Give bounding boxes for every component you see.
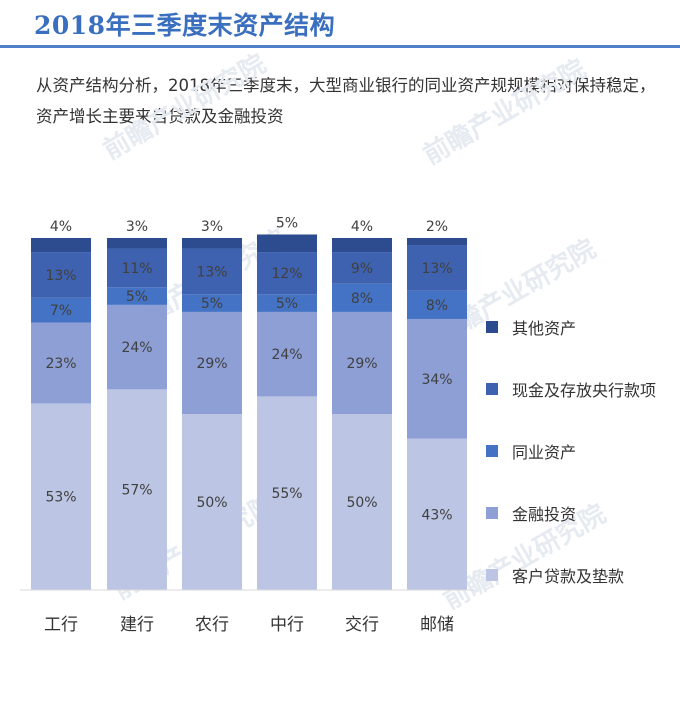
bar-segment — [182, 238, 242, 249]
bar-segment — [182, 414, 242, 590]
bar-segment — [107, 389, 167, 590]
legend-swatch — [486, 507, 498, 519]
legend-swatch — [486, 445, 498, 457]
legend-label: 客户贷款及垫款 — [512, 567, 625, 586]
bar-segment — [31, 252, 91, 298]
legend-label: 其他资产 — [512, 319, 577, 338]
data-label: 3% — [126, 219, 148, 235]
data-label: 50% — [346, 495, 377, 511]
data-label: 34% — [421, 372, 452, 388]
bar-segment — [332, 283, 392, 312]
bar-segment — [257, 234, 317, 253]
legend-item: 其他资产 — [486, 296, 656, 358]
data-label: 50% — [196, 495, 227, 511]
data-label: 8% — [426, 298, 448, 314]
data-label: 24% — [121, 340, 152, 356]
data-label: 8% — [351, 291, 373, 307]
bar-segment — [332, 311, 392, 414]
bar-segment — [107, 238, 167, 249]
bar-segment — [257, 294, 317, 312]
x-tick-label: 邮储 — [420, 615, 454, 635]
data-label: 29% — [346, 356, 377, 372]
x-tick-label: 建行 — [120, 615, 154, 635]
bar-segment — [407, 318, 467, 439]
data-label: 55% — [271, 486, 302, 502]
data-label: 12% — [271, 266, 302, 282]
bar-segment — [182, 311, 242, 414]
page-title: 2018年三季度末资产结构 — [34, 11, 336, 40]
data-label: 24% — [271, 347, 302, 363]
data-label: 57% — [121, 483, 152, 499]
data-label: 4% — [351, 219, 373, 235]
bar-segment — [257, 252, 317, 295]
bar-segment — [332, 414, 392, 590]
x-tick-label: 农行 — [195, 615, 229, 635]
bar-segment — [332, 252, 392, 284]
bars-layer: 53% 23% 7% 13% 4% 57% 24% 5% 11% 3% 50% 29% 5% 13% 3% 5… — [31, 215, 467, 590]
bar-segment — [31, 322, 91, 404]
bar-segment — [182, 294, 242, 312]
legend-swatch — [486, 569, 498, 581]
x-tick-label: 工行 — [44, 615, 78, 635]
chart-description: 从资产结构分析，2018年三季度末，大型商业银行的同业资产规规模相对保持稳定，资… — [36, 76, 656, 126]
bar-segment — [407, 238, 467, 246]
data-label: 23% — [45, 356, 76, 372]
title-divider — [0, 45, 680, 48]
data-label: 7% — [50, 303, 72, 319]
bar-segment — [332, 238, 392, 253]
bar-segment — [107, 287, 167, 305]
data-label: 5% — [276, 215, 298, 231]
bar-segment — [257, 396, 317, 590]
bar-segment — [31, 297, 91, 323]
data-label: 53% — [45, 490, 76, 506]
legend-item: 金融投资 — [486, 482, 656, 544]
data-label: 5% — [276, 296, 298, 312]
data-label: 3% — [201, 219, 223, 235]
bar-segment — [182, 248, 242, 295]
data-label: 5% — [126, 289, 148, 305]
legend-swatch — [486, 383, 498, 395]
bar-segment — [407, 438, 467, 590]
bar-segment — [31, 403, 91, 590]
data-label: 4% — [50, 219, 72, 235]
data-label: 13% — [421, 261, 452, 277]
bar-segment — [107, 248, 167, 288]
data-label: 5% — [201, 296, 223, 312]
x-tick-label: 交行 — [345, 615, 379, 635]
legend-label: 金融投资 — [512, 505, 577, 524]
watermark-text: 前瞻产业研究院 — [418, 53, 591, 171]
data-label: 29% — [196, 356, 227, 372]
chart-legend: 其他资产现金及存放央行款项 同业资产金融投资客户贷款及垫款 — [486, 296, 656, 606]
bar-segment — [31, 238, 91, 253]
legend-item: 同业资产 — [486, 420, 656, 482]
legend-swatch — [486, 321, 498, 333]
data-label: 13% — [196, 264, 227, 280]
data-label: 9% — [351, 261, 373, 277]
x-tick-label: 中行 — [270, 615, 304, 635]
bar-segment — [107, 304, 167, 390]
watermark-text: 前瞻产业研究院 — [98, 48, 271, 166]
legend-item: 现金及存放央行款项 — [486, 358, 656, 420]
bar-segment — [407, 245, 467, 291]
x-axis-labels: 工行 建行 农行 中行 交行 邮储 — [44, 615, 454, 635]
data-label: 43% — [421, 507, 452, 523]
bar-segment — [257, 311, 317, 397]
data-label: 13% — [45, 268, 76, 284]
legend-label: 现金及存放央行款项 — [512, 381, 657, 400]
data-label: 2% — [426, 219, 448, 235]
legend-label: 同业资产 — [512, 443, 577, 462]
legend-item: 客户贷款及垫款 — [486, 544, 656, 606]
bar-segment — [407, 290, 467, 319]
data-label: 11% — [121, 261, 152, 277]
